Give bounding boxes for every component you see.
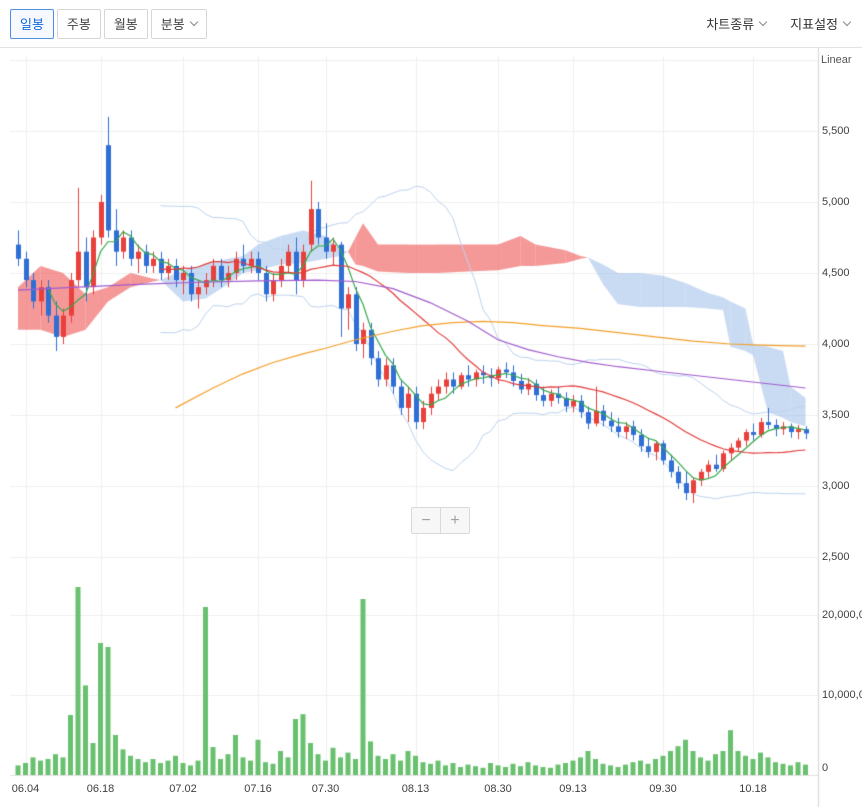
tab-daily[interactable]: 일봉 xyxy=(10,8,54,39)
chart-area: 5,500 5,000 4,500 4,000 3,500 3,000 2,500 20,00… xyxy=(0,48,862,807)
chevron-down-icon xyxy=(758,17,768,26)
tab-weekly-label: 주봉 xyxy=(66,17,91,32)
tab-monthly[interactable]: 월봉 xyxy=(103,8,148,39)
period-tab-group: 일봉 주봉 월봉 분봉 xyxy=(10,8,207,39)
toolbar-right: 차트종류 지표설정 xyxy=(706,14,852,33)
scale-mode-label: Linear xyxy=(821,54,852,66)
chart-type-menu[interactable]: 차트종류 xyxy=(706,14,768,33)
tab-minute[interactable]: 분봉 xyxy=(150,8,207,39)
indicator-settings-menu-label: 지표설정 xyxy=(790,17,838,32)
tab-daily-label: 일봉 xyxy=(20,17,44,32)
tab-monthly-label: 월봉 xyxy=(113,17,138,32)
toolbar: 일봉 주봉 월봉 분봉 차트종류 지표설정 xyxy=(0,0,862,48)
zoom-controls: − + xyxy=(411,507,470,534)
chart-type-menu-label: 차트종류 xyxy=(706,17,755,32)
indicator-settings-menu[interactable]: 지표설정 xyxy=(790,14,852,33)
tab-minute-label: 분봉 xyxy=(160,17,185,32)
chevron-down-icon xyxy=(189,17,198,26)
chart-canvas[interactable] xyxy=(0,48,862,807)
tab-weekly[interactable]: 주봉 xyxy=(56,8,101,39)
zoom-in-button[interactable]: + xyxy=(440,507,470,534)
zoom-out-button[interactable]: − xyxy=(411,507,441,534)
chevron-down-icon xyxy=(842,17,852,26)
